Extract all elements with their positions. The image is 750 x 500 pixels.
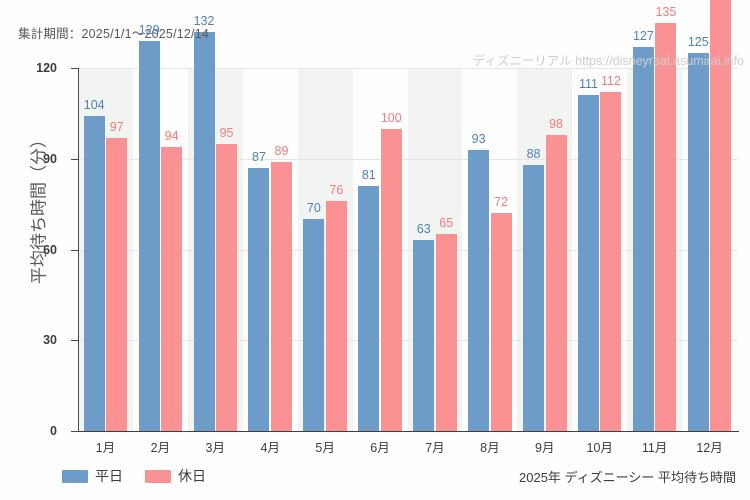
bar-value-label: 81 <box>361 167 376 182</box>
y-axis-tick <box>71 158 78 160</box>
legend-label: 休日 <box>178 468 206 484</box>
bar-value-label: 100 <box>380 110 402 125</box>
bar-value-label: 87 <box>252 149 266 164</box>
bar-value-label: 104 <box>83 98 105 113</box>
bar-weekday[interactable] <box>577 95 599 431</box>
bar-weekday[interactable] <box>83 116 105 431</box>
bar-weekday[interactable] <box>687 52 709 431</box>
bar-value-label: 65 <box>439 216 454 231</box>
bar-value-label: 63 <box>416 222 431 237</box>
bar-weekday[interactable] <box>523 164 545 431</box>
bar-weekday[interactable] <box>632 46 654 431</box>
bar-holiday[interactable] <box>490 213 512 431</box>
gridline <box>78 249 737 251</box>
bar-value-label: 70 <box>306 201 321 216</box>
y-axis-line <box>78 68 79 432</box>
y-axis-tick-label: 90 <box>43 151 57 166</box>
x-axis-label: 1月 <box>95 441 116 455</box>
x-axis-label: 2月 <box>150 441 171 455</box>
y-axis-tick <box>71 431 78 432</box>
bar-value-label: 111 <box>578 77 598 92</box>
bar-value-label: 129 <box>138 22 160 37</box>
bar-weekday[interactable] <box>193 31 215 431</box>
bar-weekday[interactable] <box>138 40 160 431</box>
gridline <box>78 340 737 342</box>
bar-holiday[interactable] <box>270 161 292 431</box>
bar-value-label: 95 <box>219 125 234 140</box>
x-axis-label: 5月 <box>315 441 335 455</box>
x-axis-label: 3月 <box>205 441 225 455</box>
footer-title: 2025年 ディズニーシー 平均待ち時間 <box>519 470 736 485</box>
bar-holiday[interactable] <box>380 128 402 431</box>
x-axis-label: 12月 <box>696 441 723 455</box>
plot-area: 104 129 132 87 70 81 63 93 88 111 127 125 97 94 95 89 76… <box>78 0 737 431</box>
bar-value-label: 98 <box>549 116 563 131</box>
gridline <box>78 158 737 160</box>
y-axis-tick <box>71 249 78 251</box>
x-axis-label: 7月 <box>425 441 445 455</box>
y-axis-tick <box>71 68 78 69</box>
y-axis-title: 平均待ち時間（分） <box>29 131 49 284</box>
bar-weekday[interactable] <box>413 240 435 431</box>
y-axis-tick-label: 120 <box>36 61 57 75</box>
bar-value-label: 112 <box>600 74 621 89</box>
bar-value-label: 94 <box>164 128 179 143</box>
bar-value-label: 89 <box>274 143 289 158</box>
bar-value-label: 76 <box>329 183 344 198</box>
gridline <box>78 68 737 69</box>
legend-label: 平日 <box>95 468 123 484</box>
x-axis-line <box>78 431 739 433</box>
bar-value-label: 127 <box>632 28 654 43</box>
bar-value-label: 132 <box>193 13 215 28</box>
y-axis-tick <box>71 340 78 342</box>
legend-item[interactable]: 休日 <box>145 466 206 486</box>
bar-holiday[interactable] <box>600 92 622 431</box>
bar-weekday[interactable] <box>358 185 380 431</box>
legend-swatch-icon <box>145 469 171 483</box>
y-axis-tick-label: 60 <box>43 242 57 257</box>
x-axis-label: 4月 <box>260 441 280 455</box>
bar-holiday[interactable] <box>710 0 732 431</box>
period-caption: 集計期間：2025/1/1～2025/12/14 <box>18 27 210 41</box>
bar-holiday[interactable] <box>216 143 238 431</box>
bar-weekday[interactable] <box>303 219 325 431</box>
y-axis-tick-label: 0 <box>50 424 57 438</box>
bar-value-label: 88 <box>526 146 541 161</box>
bar-weekday[interactable] <box>468 149 490 431</box>
x-axis-label: 11月 <box>641 441 668 455</box>
bar-weekday[interactable] <box>248 167 270 431</box>
bar-value-label: 135 <box>655 4 677 19</box>
bar-holiday[interactable] <box>161 146 183 431</box>
x-axis-label: 6月 <box>370 441 390 455</box>
bar-holiday[interactable] <box>325 201 347 431</box>
bar-value-label: 125 <box>687 34 709 49</box>
bar-value-label: 72 <box>494 195 509 210</box>
y-axis-tick-label: 30 <box>43 333 57 348</box>
legend-item[interactable]: 平日 <box>62 466 123 486</box>
x-axis-label: 10月 <box>586 441 613 455</box>
x-axis-label: 8月 <box>480 441 500 455</box>
bar-value-label: 97 <box>109 119 124 134</box>
bar-holiday[interactable] <box>545 134 567 431</box>
legend-swatch-icon <box>62 469 88 483</box>
bar-holiday[interactable] <box>655 22 677 431</box>
legend: 平日 休日 <box>62 466 206 486</box>
bar-holiday[interactable] <box>106 137 128 431</box>
bar-holiday[interactable] <box>435 234 457 431</box>
x-axis-label: 9月 <box>535 441 555 455</box>
bar-value-label: 93 <box>471 131 486 146</box>
